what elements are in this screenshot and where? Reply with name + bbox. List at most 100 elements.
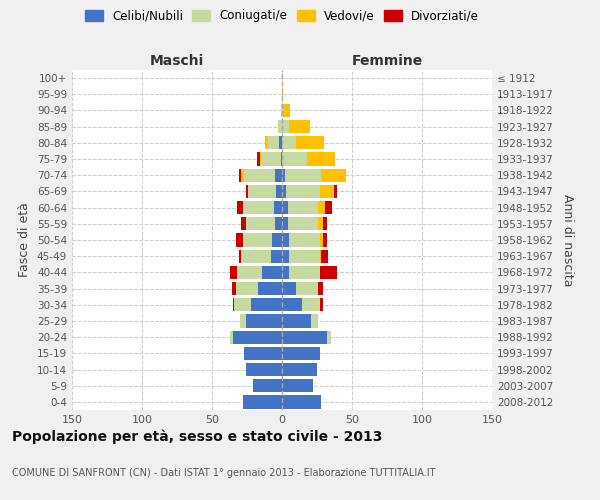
Bar [235, 298, 251, 312]
Bar [282, 250, 289, 263]
Text: Maschi: Maschi [150, 54, 204, 68]
Bar [283, 104, 290, 117]
Bar [286, 185, 320, 198]
Bar [239, 168, 241, 182]
Bar [282, 298, 302, 312]
Bar [296, 282, 319, 295]
Bar [325, 201, 332, 214]
Bar [282, 379, 313, 392]
Bar [244, 168, 275, 182]
Bar [241, 217, 245, 230]
Bar [282, 217, 287, 230]
Bar [261, 152, 281, 166]
Bar [289, 234, 320, 246]
Bar [265, 136, 268, 149]
Bar [282, 314, 311, 328]
Bar [274, 201, 282, 214]
Bar [320, 298, 323, 312]
Bar [230, 330, 233, 344]
Bar [282, 136, 296, 149]
Legend: Celibi/Nubili, Coniugati/e, Vedovi/e, Divorziati/e: Celibi/Nubili, Coniugati/e, Vedovi/e, Di… [81, 6, 483, 26]
Bar [237, 201, 243, 214]
Bar [321, 250, 328, 263]
Bar [282, 120, 289, 134]
Bar [320, 234, 323, 246]
Bar [287, 217, 319, 230]
Bar [334, 185, 337, 198]
Bar [320, 250, 321, 263]
Bar [282, 88, 283, 101]
Bar [275, 168, 282, 182]
Bar [289, 266, 320, 279]
Bar [268, 136, 279, 149]
Bar [253, 379, 282, 392]
Bar [243, 201, 274, 214]
Bar [289, 250, 320, 263]
Bar [323, 234, 327, 246]
Bar [275, 217, 282, 230]
Bar [243, 234, 272, 246]
Bar [277, 185, 282, 198]
Bar [245, 217, 275, 230]
Bar [282, 363, 317, 376]
Bar [244, 346, 282, 360]
Bar [282, 346, 320, 360]
Bar [327, 330, 331, 344]
Y-axis label: Anni di nascita: Anni di nascita [560, 194, 574, 286]
Bar [282, 266, 289, 279]
Bar [302, 298, 320, 312]
Bar [282, 201, 287, 214]
Bar [319, 217, 323, 230]
Bar [241, 168, 244, 182]
Bar [281, 152, 282, 166]
Bar [278, 120, 282, 134]
Bar [245, 185, 248, 198]
Bar [248, 185, 277, 198]
Bar [323, 217, 327, 230]
Bar [257, 152, 260, 166]
Bar [319, 201, 325, 214]
Bar [239, 250, 241, 263]
Bar [262, 266, 282, 279]
Y-axis label: Fasce di età: Fasce di età [19, 202, 31, 278]
Bar [279, 136, 282, 149]
Bar [236, 282, 258, 295]
Bar [307, 152, 335, 166]
Bar [289, 120, 310, 134]
Bar [282, 168, 285, 182]
Text: Femmine: Femmine [352, 54, 422, 68]
Bar [282, 282, 296, 295]
Bar [321, 168, 346, 182]
Bar [241, 250, 271, 263]
Bar [236, 234, 243, 246]
Bar [285, 168, 321, 182]
Bar [240, 314, 245, 328]
Bar [320, 185, 334, 198]
Bar [233, 330, 282, 344]
Bar [260, 152, 261, 166]
Bar [282, 152, 307, 166]
Bar [311, 314, 319, 328]
Bar [282, 234, 289, 246]
Bar [282, 330, 327, 344]
Bar [272, 234, 282, 246]
Bar [230, 266, 237, 279]
Bar [282, 185, 286, 198]
Bar [245, 363, 282, 376]
Bar [287, 201, 319, 214]
Bar [237, 266, 262, 279]
Bar [320, 266, 337, 279]
Bar [296, 136, 324, 149]
Bar [319, 282, 323, 295]
Bar [281, 104, 282, 117]
Bar [232, 282, 236, 295]
Bar [251, 298, 282, 312]
Bar [258, 282, 282, 295]
Bar [245, 314, 282, 328]
Text: COMUNE DI SANFRONT (CN) - Dati ISTAT 1° gennaio 2013 - Elaborazione TUTTITALIA.I: COMUNE DI SANFRONT (CN) - Dati ISTAT 1° … [12, 468, 436, 477]
Bar [282, 396, 321, 408]
Text: Popolazione per età, sesso e stato civile - 2013: Popolazione per età, sesso e stato civil… [12, 430, 382, 444]
Bar [233, 298, 235, 312]
Bar [243, 396, 282, 408]
Bar [282, 104, 283, 117]
